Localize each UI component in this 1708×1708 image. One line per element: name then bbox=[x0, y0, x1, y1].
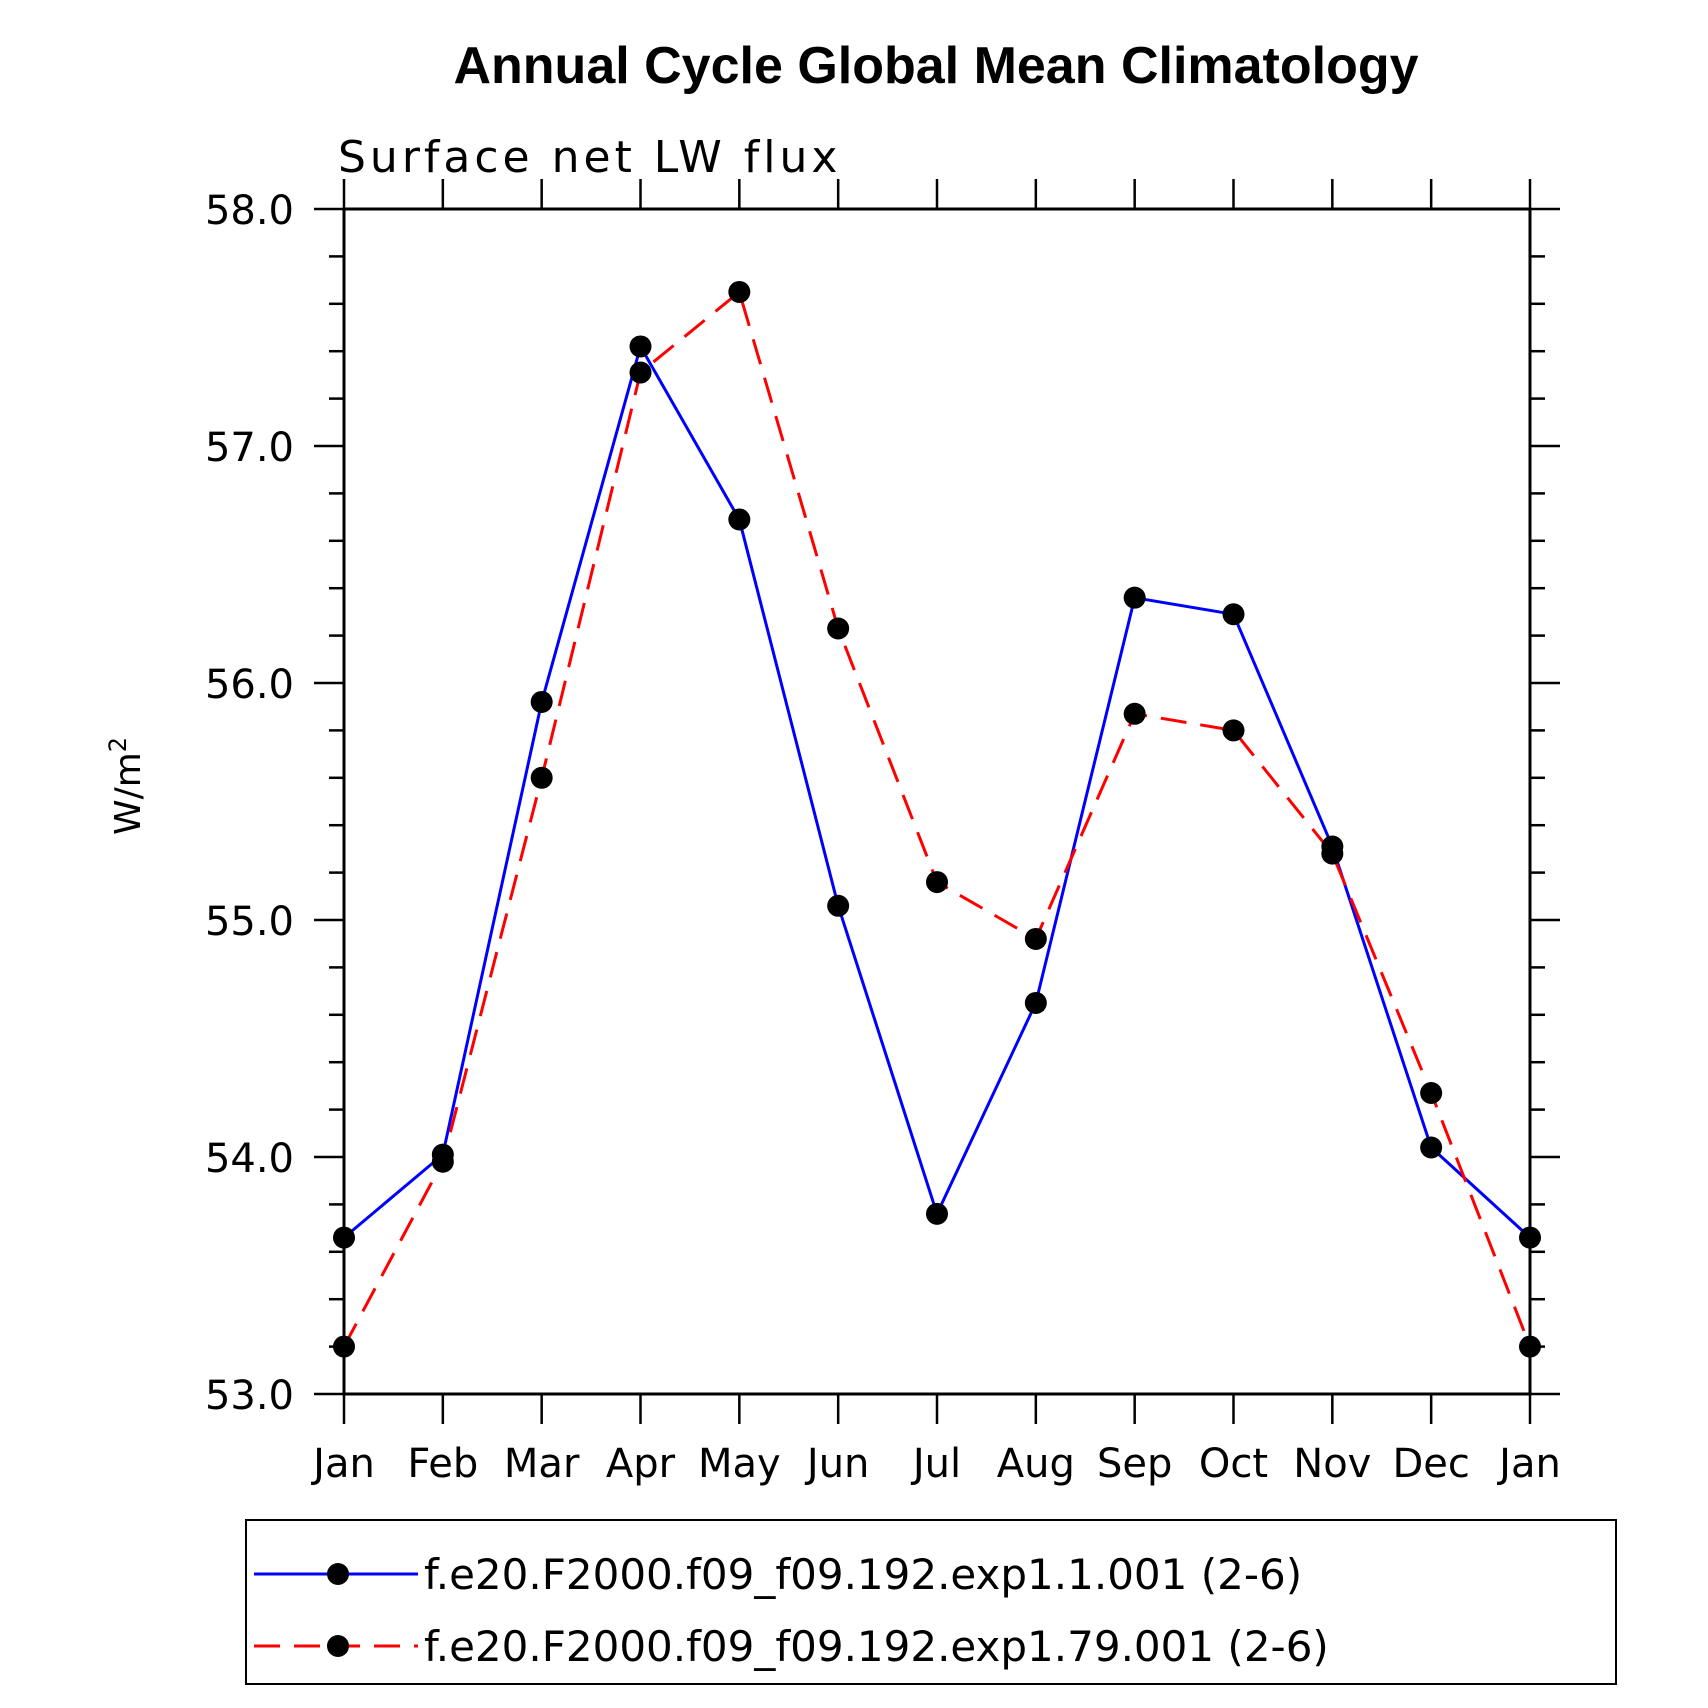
legend-box bbox=[245, 1519, 1617, 1685]
x-tick-label: Feb bbox=[407, 1441, 478, 1487]
legend-marker-series-1 bbox=[327, 1563, 349, 1585]
x-tick-label: Apr bbox=[606, 1441, 676, 1487]
y-tick-label: 55.0 bbox=[205, 899, 294, 945]
data-point-series-1 bbox=[1222, 603, 1245, 626]
data-point-series-2 bbox=[1024, 927, 1047, 950]
data-point-series-1 bbox=[926, 1202, 948, 1225]
data-point-series-1 bbox=[1123, 586, 1146, 609]
data-point-series-2 bbox=[1222, 719, 1245, 742]
x-tick-label: Aug bbox=[997, 1441, 1075, 1487]
data-point-series-2 bbox=[1420, 1082, 1443, 1105]
data-point-series-2 bbox=[431, 1150, 454, 1173]
series-line-1 bbox=[343, 342, 1532, 1239]
series-lines bbox=[342, 289, 1532, 1348]
data-point-series-1 bbox=[629, 335, 652, 358]
legend-label-series-1: f.e20.F2000.f09_f09.192.exp1.1.001 (2-6) bbox=[424, 1550, 1302, 1599]
data-point-series-1 bbox=[530, 690, 553, 713]
y-axis-label-text: W/m bbox=[108, 752, 149, 835]
x-tick-label: Dec bbox=[1392, 1441, 1469, 1487]
y-tick-label: 58.0 bbox=[205, 188, 294, 234]
data-point-series-1 bbox=[827, 894, 850, 917]
x-tick-label: Jan bbox=[1496, 1441, 1561, 1487]
x-tick-label: Mar bbox=[504, 1441, 580, 1487]
y-tick-label: 56.0 bbox=[205, 662, 294, 708]
data-point-series-1 bbox=[728, 508, 751, 531]
y-axis-label: W/m2 bbox=[104, 737, 149, 835]
data-point-series-2 bbox=[926, 871, 948, 894]
legend: f.e20.F2000.f09_f09.192.exp1.1.001 (2-6)… bbox=[245, 1519, 1617, 1685]
x-tick-label: Jun bbox=[804, 1441, 870, 1487]
data-point-series-1 bbox=[1024, 991, 1047, 1014]
axes: Jan Feb Mar Apr May Jun Jul Aug Sep Oct Nov Dec Jan 5… bbox=[205, 179, 1561, 1487]
legend-label-series-2: f.e20.F2000.f09_f09.192.exp1.79.001 (2-6… bbox=[424, 1622, 1329, 1671]
x-tick-label: Jan bbox=[310, 1441, 375, 1487]
x-tick-label: Nov bbox=[1293, 1441, 1371, 1487]
x-tick-label: Sep bbox=[1097, 1441, 1172, 1487]
y-tick-label: 57.0 bbox=[205, 425, 294, 471]
data-point-series-1 bbox=[1420, 1136, 1443, 1159]
data-point-series-2 bbox=[629, 361, 652, 384]
y-tick-label: 53.0 bbox=[205, 1373, 294, 1419]
data-point-series-2 bbox=[728, 280, 751, 303]
data-point-series-2 bbox=[333, 1335, 355, 1358]
series-markers bbox=[333, 280, 1541, 1358]
y-tick-label: 54.0 bbox=[205, 1136, 294, 1182]
data-point-series-2 bbox=[1519, 1335, 1541, 1358]
x-tick-label: Jul bbox=[910, 1441, 961, 1487]
x-tick-label: May bbox=[698, 1441, 781, 1487]
y-axis-label-superscript: 2 bbox=[104, 737, 132, 752]
series-line-2 bbox=[342, 289, 1532, 1348]
data-point-series-2 bbox=[827, 617, 850, 640]
x-tick-label: Oct bbox=[1199, 1441, 1268, 1487]
data-point-series-2 bbox=[530, 766, 553, 789]
chart-subtitle: Surface net LW flux bbox=[338, 132, 841, 183]
data-point-series-1 bbox=[333, 1226, 355, 1249]
chart-title: Annual Cycle Global Mean Climatology bbox=[453, 37, 1418, 95]
legend-marker-series-2 bbox=[327, 1635, 349, 1657]
data-point-series-1 bbox=[1519, 1226, 1541, 1249]
data-point-series-2 bbox=[1321, 842, 1344, 865]
data-point-series-2 bbox=[1123, 702, 1146, 725]
